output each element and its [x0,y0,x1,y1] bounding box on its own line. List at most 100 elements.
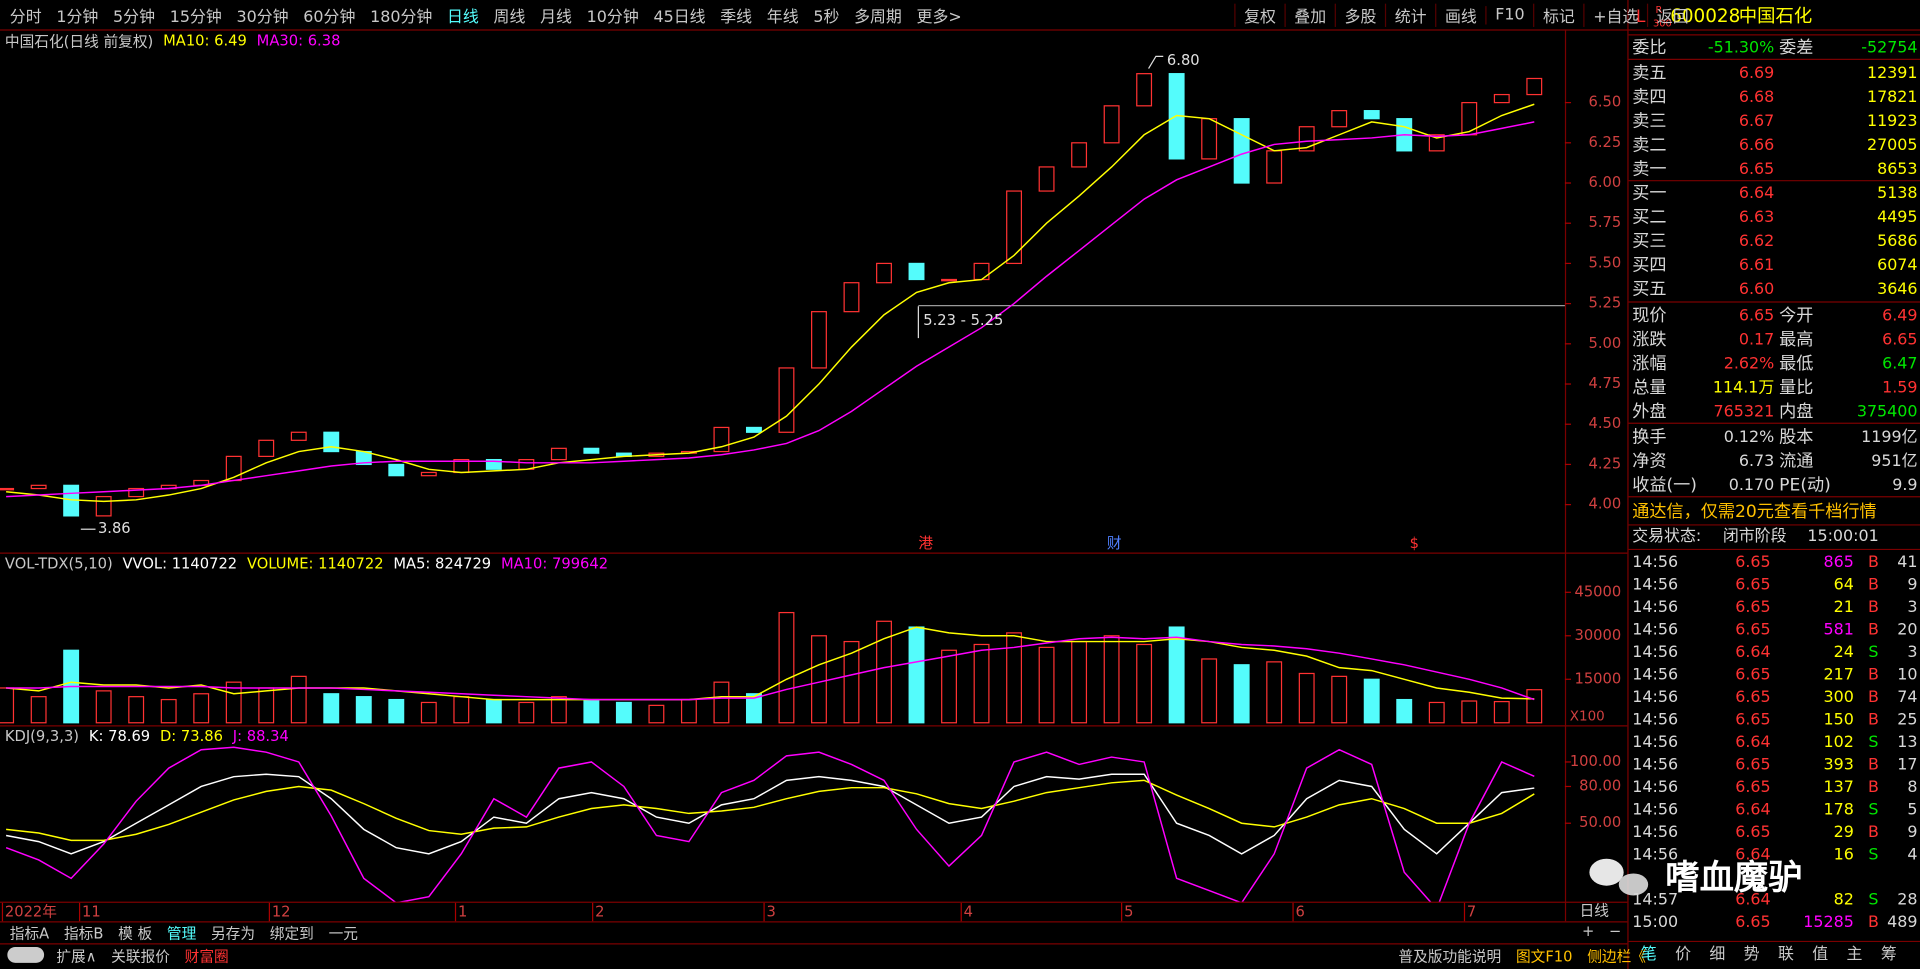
quote-value: 0.170 [1729,475,1775,494]
volume-bar [583,698,600,724]
volume-bar [1428,701,1445,724]
bottom-link[interactable]: 图文F10 [1515,948,1573,966]
bottom-tab[interactable]: 扩展∧ [56,948,97,966]
quote-value: 6.65 [1882,330,1917,349]
side-tab[interactable]: 值 [1812,945,1829,965]
toolbar-button[interactable]: 复权 [1234,3,1284,27]
toolbar-tab[interactable]: 60分钟 [303,7,356,27]
book-price: 6.67 [1739,111,1774,130]
toolbar-tab[interactable]: 更多> [916,7,962,27]
bottom-tab[interactable]: 管理 [166,924,197,943]
volume-bar [1266,661,1283,724]
side-tab[interactable]: 势 [1743,945,1760,965]
y-tick-label: 4.75 [1589,375,1622,392]
side-tab[interactable]: 价 [1675,945,1692,965]
toolbar-tab[interactable]: 5秒 [813,7,840,27]
candle [1526,77,1543,96]
event-marker: $ [1410,535,1419,552]
bottom-tab[interactable]: 指标A [9,924,50,943]
watermark: 嗜血魔驴 [1665,858,1802,898]
toolbar-tab[interactable]: 日线 [446,7,479,27]
side-tab[interactable]: 联 [1777,945,1794,965]
bottom-link[interactable]: 普及版功能说明 [1398,948,1502,966]
toolbar-tab[interactable]: 多周期 [854,7,902,27]
tick-side: B [1868,664,1879,683]
toolbar-button[interactable]: +自选 [1583,3,1647,27]
toolbar-tab[interactable]: 月线 [540,7,572,27]
toolbar-tab[interactable]: 30分钟 [236,7,289,27]
toolbar-button[interactable]: 多股 [1334,3,1385,27]
tick-side: B [1868,912,1879,931]
quote-label: 最低 [1779,354,1813,374]
tick-time: 14:56 [1632,709,1678,728]
book-label: 卖一 [1632,160,1666,180]
toolbar-tab[interactable]: 季线 [720,7,753,27]
bottom-link[interactable]: 侧边栏《 [1587,948,1646,966]
candle [485,458,502,470]
tick-price: 6.65 [1735,687,1770,706]
toolbar-button[interactable]: 统计 [1384,3,1435,27]
book-price: 6.65 [1739,159,1774,178]
bottom-tab[interactable]: 模 板 [118,924,153,943]
tick-count: 20 [1897,619,1917,638]
low-label: 3.86 [98,520,131,537]
bottom-tab[interactable]: 绑定到 [269,924,314,943]
candle [713,426,730,453]
side-tab[interactable]: 笔 [1640,945,1657,965]
quote-value: 1.59 [1882,378,1917,397]
status-value: 闭市阶段 [1723,526,1787,545]
book-label: 买五 [1632,280,1666,300]
tick-time: 14:56 [1632,687,1678,706]
volume-bar [778,611,795,724]
toolbar-button[interactable]: 标记 [1533,3,1583,27]
y-tick-label: 100.00 [1570,753,1621,770]
bottom-tab[interactable]: 关联报价 [111,948,170,966]
toolbar-button[interactable]: 返回 [1646,3,1697,27]
bottom-tab[interactable]: 另存为 [210,924,256,943]
date-label: 6 [1296,904,1305,921]
candle [1038,166,1055,192]
bottom-tab[interactable]: 一元 [328,924,358,943]
side-tab[interactable]: 细 [1709,945,1726,965]
toolbar-button[interactable]: 叠加 [1284,3,1335,27]
side-tab[interactable]: 筹 [1880,945,1897,965]
quote-value: 0.12% [1724,427,1775,446]
toolbar-tab[interactable]: 45日线 [653,7,706,27]
volume-bar [1071,640,1088,724]
volume-bar [1526,689,1543,724]
volume-bar [615,701,632,724]
toggle[interactable] [7,946,45,963]
volume-bar [1298,672,1315,724]
toolbar-tab[interactable]: 分时 [9,7,42,27]
header-item: D: 73.86 [159,727,223,745]
toolbar-tab[interactable]: 15分钟 [169,7,222,27]
toolbar-tab[interactable]: 1分钟 [56,7,99,27]
book-price: 6.69 [1739,63,1774,82]
toolbar-tab[interactable]: 180分钟 [370,7,433,27]
volume-bar [1363,678,1380,724]
toolbar-button[interactable]: F10 [1485,5,1533,24]
volume-bar [1038,646,1055,724]
bottom-tab[interactable]: 财富圈 [184,948,229,966]
quote-label: 换手 [1632,427,1666,447]
toolbar-tab[interactable]: 10分钟 [586,7,639,27]
tick-side: B [1868,619,1879,638]
volume-bar [128,696,145,724]
candle [1493,93,1510,104]
volume-bar [811,635,827,724]
toolbar-tab[interactable]: 年线 [766,7,799,27]
candle [0,487,15,491]
book-volume: 11923 [1867,111,1918,130]
candle [258,439,275,457]
tick-price: 6.64 [1735,642,1770,661]
toolbar-button[interactable]: 画线 [1435,3,1485,27]
y-tick-label: 45000 [1575,583,1622,600]
bottom-tab[interactable]: 指标B [63,924,104,943]
indicator-line [5,746,1535,902]
tick-time: 14:56 [1632,754,1678,773]
date-label: 1 [458,904,467,921]
toolbar-tab[interactable]: 5分钟 [113,7,155,27]
tick-time: 14:56 [1632,844,1678,863]
toolbar-tab[interactable]: 周线 [493,7,526,27]
side-tab[interactable]: 主 [1846,945,1863,965]
